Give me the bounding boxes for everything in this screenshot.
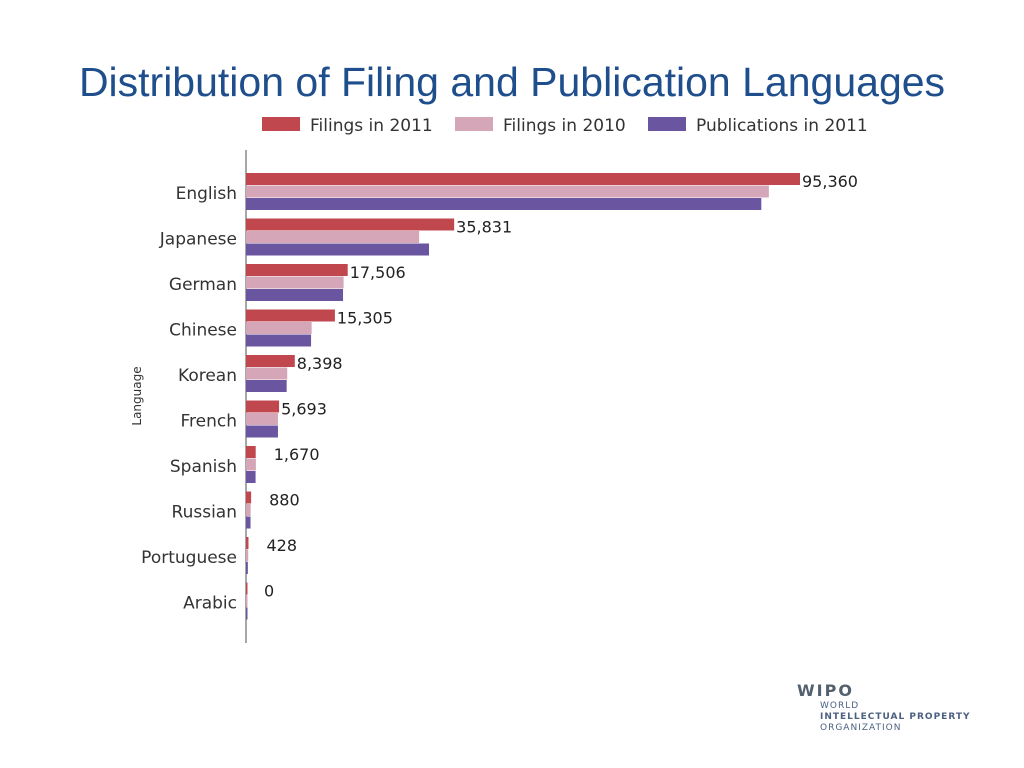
data-label: 1,670 bbox=[274, 445, 320, 464]
bar bbox=[246, 413, 278, 425]
category-label: English bbox=[176, 184, 237, 204]
legend-swatch bbox=[262, 117, 300, 131]
category-label: Chinese bbox=[169, 321, 237, 341]
bar bbox=[246, 607, 248, 620]
bar bbox=[246, 491, 252, 504]
bar bbox=[246, 446, 256, 458]
bar bbox=[246, 198, 762, 210]
data-label: 35,831 bbox=[456, 218, 512, 237]
bar bbox=[246, 218, 455, 231]
legend-label: Publications in 2011 bbox=[696, 116, 868, 136]
data-label: 5,693 bbox=[281, 400, 327, 419]
data-label: 428 bbox=[266, 536, 297, 555]
bar bbox=[246, 173, 800, 185]
category-label: French bbox=[180, 412, 237, 432]
bar bbox=[246, 289, 344, 301]
bar bbox=[246, 322, 312, 334]
legend-swatch bbox=[648, 117, 686, 131]
bar bbox=[246, 276, 344, 289]
data-label: 880 bbox=[269, 491, 300, 510]
bar bbox=[246, 355, 295, 367]
slide-title: Distribution of Filing and Publication L… bbox=[78, 59, 946, 105]
data-label: 8,398 bbox=[297, 354, 343, 373]
bar bbox=[246, 425, 278, 438]
logo-line-intellectual-property: INTELLECTUAL PROPERTY bbox=[820, 712, 971, 722]
bar bbox=[246, 516, 251, 529]
data-label: 95,360 bbox=[802, 172, 858, 191]
bar bbox=[246, 458, 256, 471]
bar bbox=[246, 185, 769, 198]
bar bbox=[246, 537, 249, 549]
logo-line-world: WORLD bbox=[820, 701, 860, 711]
legend-label: Filings in 2011 bbox=[310, 116, 433, 136]
logo-wordmark: WIPO bbox=[797, 681, 854, 700]
category-label: Japanese bbox=[159, 230, 237, 250]
data-label: 0 bbox=[264, 582, 274, 601]
data-label: 15,305 bbox=[337, 309, 393, 328]
category-label: Arabic bbox=[183, 594, 237, 614]
bar bbox=[246, 334, 312, 347]
legend-label: Filings in 2010 bbox=[503, 116, 626, 136]
y-axis-title: Language bbox=[130, 366, 144, 425]
category-label: Spanish bbox=[170, 457, 237, 477]
legend-swatch bbox=[455, 117, 493, 131]
bar bbox=[246, 471, 256, 483]
bar bbox=[246, 380, 287, 392]
bar bbox=[246, 595, 248, 607]
bar bbox=[246, 231, 420, 243]
bar bbox=[246, 504, 251, 516]
wipo-logo: WIPO WORLD INTELLECTUAL PROPERTY ORGANIZ… bbox=[797, 681, 997, 741]
bar bbox=[246, 549, 249, 562]
bar bbox=[246, 562, 248, 574]
data-label: 17,506 bbox=[350, 263, 406, 282]
category-label: German bbox=[169, 275, 237, 295]
bar bbox=[246, 582, 248, 595]
category-label: Russian bbox=[172, 503, 237, 523]
bar bbox=[246, 309, 335, 322]
category-label: Portuguese bbox=[141, 548, 237, 568]
bar bbox=[246, 243, 430, 256]
category-label: Korean bbox=[178, 366, 237, 386]
bar bbox=[246, 367, 288, 380]
logo-line-organization: ORGANIZATION bbox=[820, 723, 902, 733]
bar bbox=[246, 400, 280, 413]
bar bbox=[246, 264, 348, 276]
